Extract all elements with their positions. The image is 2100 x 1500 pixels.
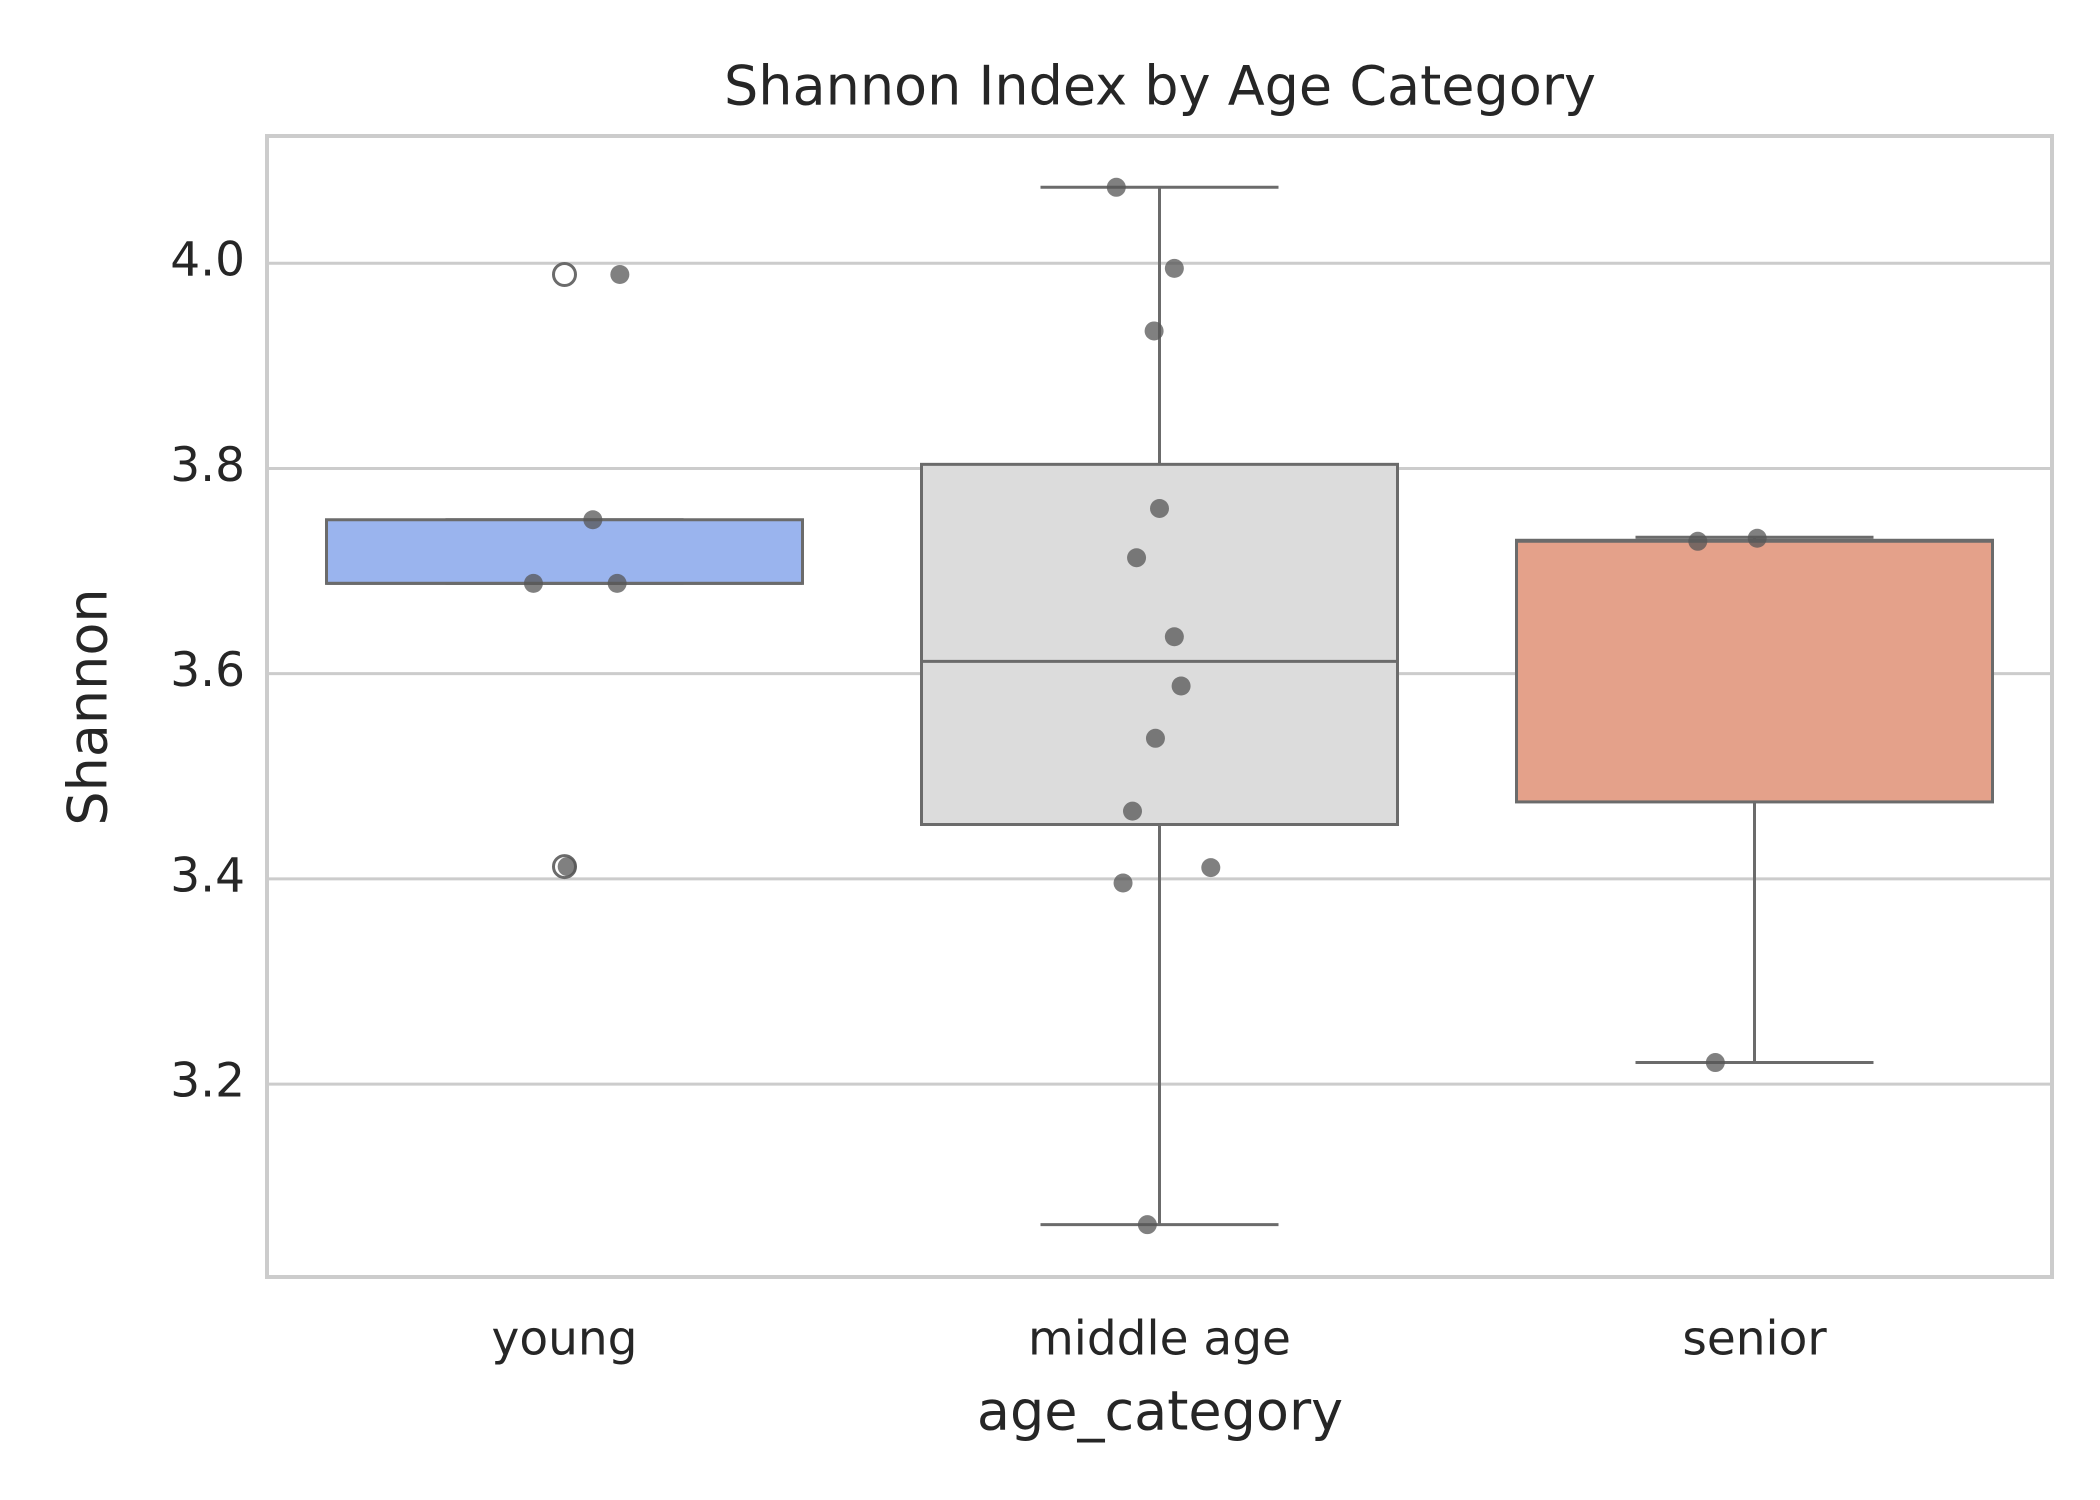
point	[1137, 1215, 1157, 1235]
box	[920, 462, 1399, 826]
y-tick-label: 3.4	[170, 848, 245, 903]
y-tick-label: 3.6	[170, 643, 245, 698]
point	[523, 573, 543, 593]
y-tick-label: 4.0	[170, 233, 245, 288]
x-tick-label: senior	[1682, 1312, 1827, 1367]
x-tick-label: young	[492, 1312, 638, 1367]
y-tick-label: 3.8	[170, 438, 245, 493]
point	[607, 573, 627, 593]
point	[610, 265, 630, 285]
y-tick-label: 3.2	[170, 1054, 245, 1109]
chart-title: Shannon Index by Age Category	[724, 55, 1596, 118]
point	[583, 510, 603, 530]
point	[1201, 858, 1221, 878]
point	[1705, 1053, 1725, 1073]
point	[1145, 728, 1165, 748]
point	[557, 857, 577, 877]
point	[1164, 258, 1184, 278]
box	[1515, 538, 1994, 804]
point	[1106, 177, 1126, 197]
y-axis-label: Shannon	[57, 588, 120, 825]
point	[1123, 801, 1142, 821]
box	[325, 518, 804, 585]
point	[1164, 627, 1184, 647]
x-axis-label: age_category	[977, 1380, 1343, 1443]
point	[1688, 531, 1708, 551]
point	[1127, 548, 1147, 568]
point	[1747, 528, 1767, 548]
outlier	[552, 262, 577, 288]
point	[1171, 676, 1191, 696]
point	[1113, 873, 1133, 893]
x-tick-label: middle age	[1028, 1312, 1291, 1367]
point	[1150, 498, 1169, 518]
point	[1144, 321, 1164, 341]
plot-frame	[265, 134, 2054, 1279]
